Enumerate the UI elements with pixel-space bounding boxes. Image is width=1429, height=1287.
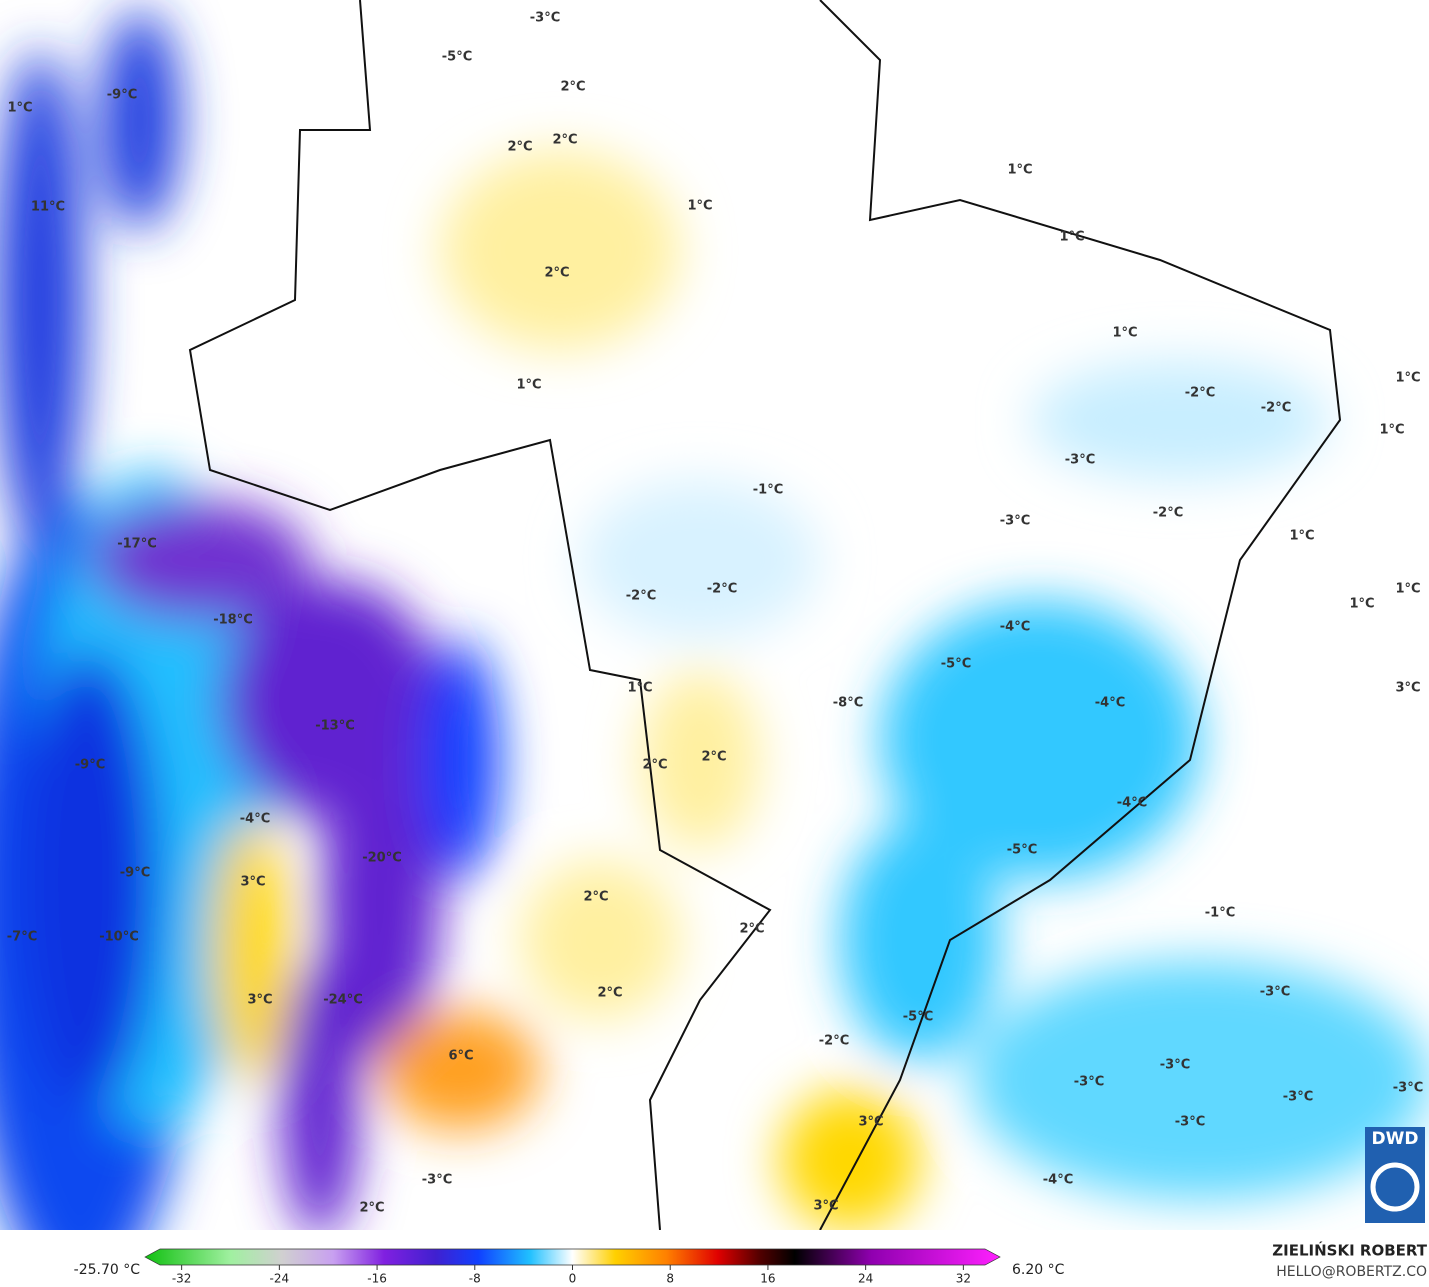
colorbar	[144, 1248, 1001, 1266]
temp-label: 1°C	[516, 378, 541, 393]
temp-label: -13°C	[315, 719, 355, 734]
colorbar-tick-label: -32	[172, 1272, 192, 1286]
temp-label: -2°C	[626, 589, 656, 604]
temp-label: 2°C	[701, 750, 726, 765]
temp-label: 1°C	[627, 681, 652, 696]
temp-label: -3°C	[422, 1173, 452, 1188]
colorbar-tick-label: -8	[469, 1272, 481, 1286]
author: ZIELIŃSKI ROBERT	[1272, 1241, 1427, 1260]
temp-label: -2°C	[1153, 506, 1183, 521]
colorbar-tick-label: -16	[367, 1272, 387, 1286]
temp-label: -9°C	[107, 88, 137, 103]
temp-label: 3°C	[240, 875, 265, 890]
temp-label: 1°C	[1007, 163, 1032, 178]
temp-label: -3°C	[1000, 514, 1030, 529]
temp-label: 1°C	[1059, 230, 1084, 245]
temp-label: -2°C	[707, 582, 737, 597]
temp-label: 2°C	[642, 758, 667, 773]
temp-label: 6°C	[448, 1049, 473, 1064]
temp-label: 1°C	[1395, 371, 1420, 386]
temp-label: -8°C	[833, 696, 863, 711]
temp-label: -3°C	[1393, 1081, 1423, 1096]
temp-label: 1°C	[7, 101, 32, 116]
temp-label: 3°C	[858, 1115, 883, 1130]
temp-label: -17°C	[117, 537, 157, 552]
temp-label: -4°C	[240, 812, 270, 827]
temp-label: -3°C	[1260, 985, 1290, 1000]
temp-label: -5°C	[442, 50, 472, 65]
temp-label: 2°C	[739, 922, 764, 937]
temp-label: 2°C	[583, 890, 608, 905]
temp-label: -3°C	[530, 11, 560, 26]
temp-label: -18°C	[213, 613, 253, 628]
temp-label: -1°C	[1205, 906, 1235, 921]
temp-label: -3°C	[1074, 1075, 1104, 1090]
temp-label: -5°C	[941, 657, 971, 672]
temp-label: -20°C	[362, 851, 402, 866]
temp-label: 3°C	[1395, 681, 1420, 696]
temp-label: 2°C	[359, 1201, 384, 1216]
temp-label: -2°C	[1261, 401, 1291, 416]
temp-label: 2°C	[560, 80, 585, 95]
temp-label: 1°C	[1379, 423, 1404, 438]
temp-label: 2°C	[507, 140, 532, 155]
temp-label: 1°C	[1349, 597, 1374, 612]
colorbar-tick-label: 24	[858, 1272, 873, 1286]
temp-label: -5°C	[1007, 843, 1037, 858]
temp-label: -10°C	[99, 930, 139, 945]
temp-label: -4°C	[1000, 620, 1030, 635]
temp-label: 2°C	[544, 266, 569, 281]
temp-label: 1°C	[1395, 582, 1420, 597]
colorbar-tick-label: 16	[760, 1272, 775, 1286]
colorbar-tick-label: 0	[569, 1272, 577, 1286]
temp-label: 1°C	[1289, 529, 1314, 544]
coastline-border	[188, 0, 1342, 1231]
temp-label: -5°C	[903, 1010, 933, 1025]
temp-label: -2°C	[819, 1034, 849, 1049]
temp-label: 2°C	[552, 133, 577, 148]
colorbar-tick-label: 8	[666, 1272, 674, 1286]
temp-label: -4°C	[1095, 696, 1125, 711]
temp-label: 11°C	[31, 200, 65, 215]
logo-swirl	[1370, 1162, 1420, 1212]
temp-label: 3°C	[813, 1199, 838, 1214]
email: HELLO@ROBERTZ.CO	[1276, 1264, 1427, 1280]
temp-label: -3°C	[1065, 453, 1095, 468]
colorbar-tick-label: 32	[956, 1272, 971, 1286]
temp-label: -3°C	[1175, 1115, 1205, 1130]
min-label: -25.70 °C	[74, 1262, 141, 1278]
colorbar-tick-label: -24	[270, 1272, 290, 1286]
logo-text: DWD	[1372, 1129, 1419, 1149]
temp-label: -3°C	[1283, 1090, 1313, 1105]
temp-label: -24°C	[323, 993, 363, 1008]
temp-label: 2°C	[597, 986, 622, 1001]
temp-label: 3°C	[247, 993, 272, 1008]
temp-label: -9°C	[75, 758, 105, 773]
temp-label: -4°C	[1043, 1173, 1073, 1188]
temp-label: -1°C	[753, 483, 783, 498]
max-label: 6.20 °C	[1012, 1262, 1065, 1278]
temp-label: 1°C	[1112, 326, 1137, 341]
temp-label: -9°C	[120, 866, 150, 881]
temp-label: -7°C	[7, 930, 37, 945]
temp-label: -2°C	[1185, 386, 1215, 401]
temp-label: -3°C	[1160, 1058, 1190, 1073]
temp-label: -4°C	[1117, 796, 1147, 811]
temperature-field	[0, 10, 1429, 1287]
temp-label: 1°C	[687, 199, 712, 214]
